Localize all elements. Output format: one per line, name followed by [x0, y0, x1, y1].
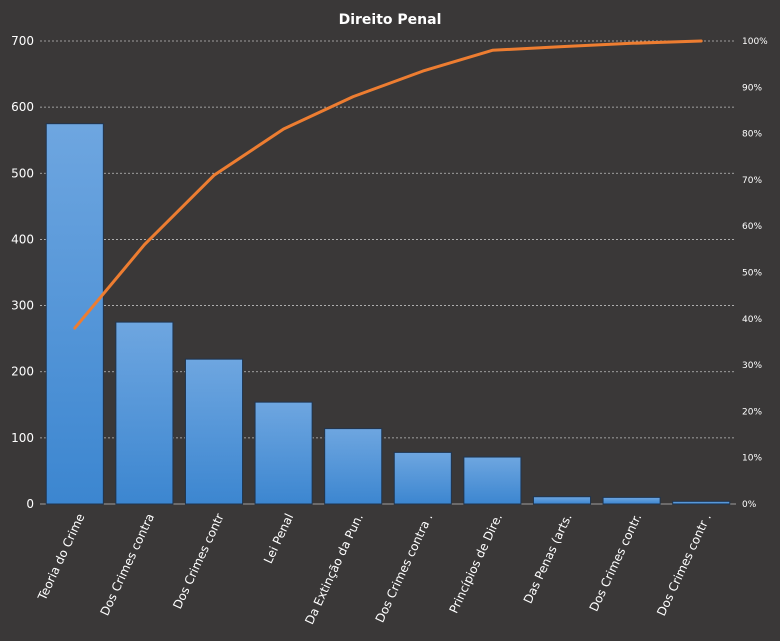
chart-title: Direito Penal [339, 12, 442, 28]
bar [324, 428, 383, 505]
right-tick-label: 30% [742, 361, 762, 371]
cumulative-line [73, 39, 703, 330]
bar [463, 456, 522, 505]
bar [602, 496, 661, 505]
left-tick-label: 200 [11, 365, 34, 379]
right-tick-label: 60% [742, 222, 762, 232]
bar [254, 401, 313, 505]
bar [672, 500, 731, 505]
left-tick-label: 700 [11, 34, 34, 48]
right-tick-label: 0% [742, 500, 757, 510]
right-tick-label: 50% [742, 269, 762, 279]
left-tick-label: 400 [11, 232, 34, 246]
bar [115, 321, 174, 505]
right-tick-label: 10% [742, 454, 762, 464]
left-tick-label: 100 [11, 431, 34, 445]
right-tick-label: 80% [742, 130, 762, 140]
cumulative-line-series [73, 39, 703, 330]
right-tick-label: 40% [742, 315, 762, 325]
right-tick-label: 100% [742, 37, 768, 47]
left-tick-label: 500 [11, 166, 34, 180]
right-axis-ticks: 0% 10% 20% 30% 40% 50% 60% 70% 80% 90% 100% [742, 37, 768, 510]
bar-series [45, 123, 731, 505]
left-tick-label: 300 [11, 299, 34, 313]
bar [532, 496, 592, 505]
left-tick-label: 600 [11, 100, 34, 114]
left-tick-label: 0 [26, 497, 34, 511]
right-tick-label: 20% [742, 407, 762, 417]
right-tick-label: 90% [742, 83, 762, 93]
left-axis-ticks: 0 100 200 300 400 500 600 700 [11, 34, 34, 511]
bar [184, 358, 244, 505]
right-tick-label: 70% [742, 176, 762, 186]
bar [45, 123, 104, 505]
bar [393, 451, 452, 505]
